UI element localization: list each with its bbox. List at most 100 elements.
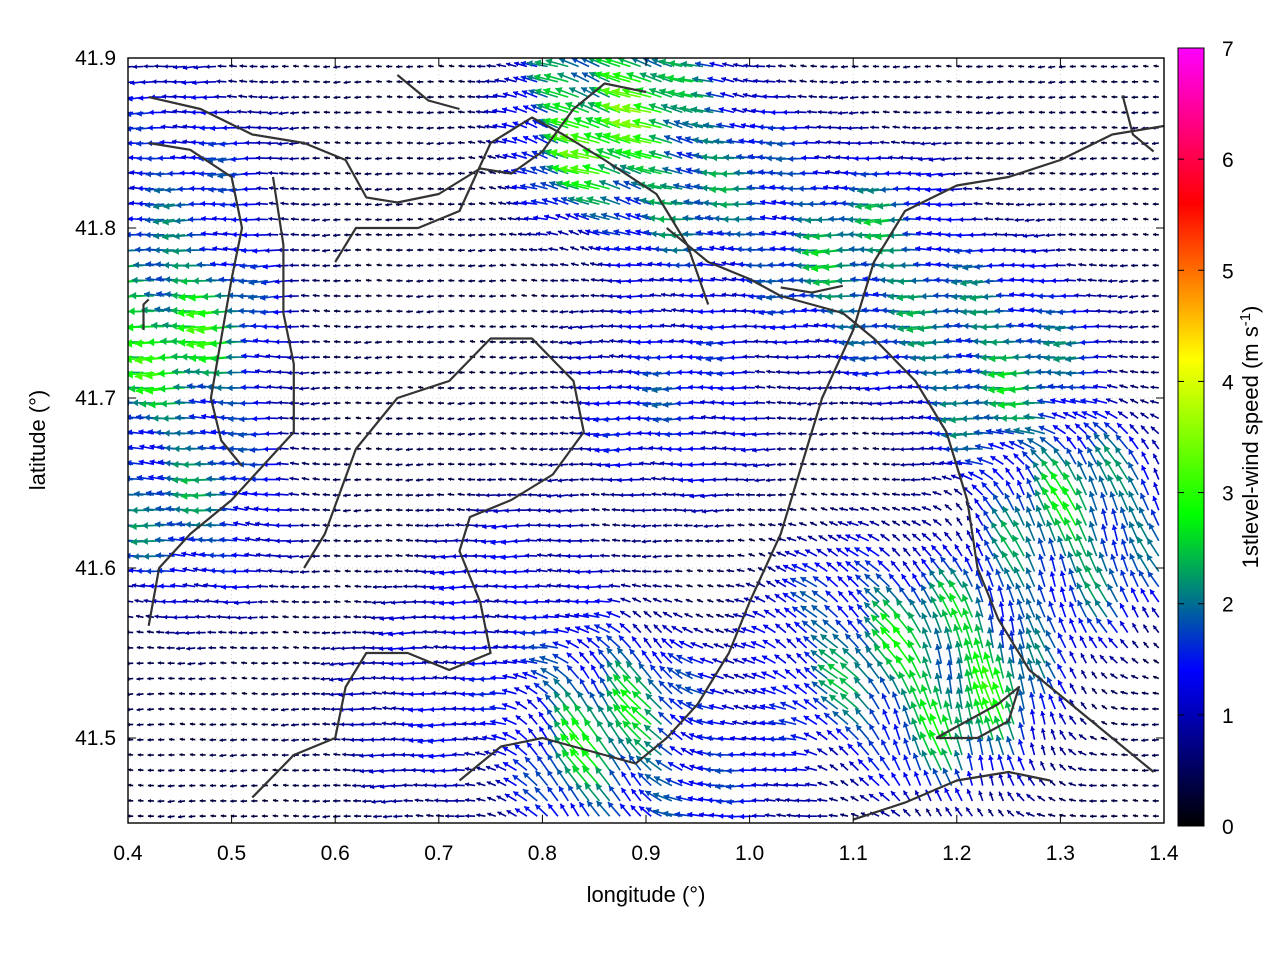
wind-arrow-head <box>376 431 380 436</box>
wind-arrow-head <box>396 340 400 344</box>
wind-arrow-head <box>457 462 462 467</box>
wind-arrow-head <box>167 661 171 666</box>
wind-arrow-head <box>266 140 271 146</box>
wind-arrow-head <box>475 94 480 99</box>
wind-arrow-head <box>437 171 441 176</box>
wind-arrow-head <box>631 523 635 529</box>
wind-arrow-head <box>370 645 375 651</box>
wind-arrow-head <box>427 416 431 420</box>
wind-arrow-head <box>282 630 286 634</box>
wind-arrow-head <box>396 355 400 359</box>
wind-arrow-head <box>354 340 358 345</box>
wind-arrow-head <box>273 309 279 315</box>
wind-arrow-head <box>246 124 251 130</box>
wind-arrow-head <box>226 369 233 376</box>
wind-arrow-head <box>606 675 614 683</box>
wind-arrow-head <box>605 462 611 469</box>
wind-arrow-head <box>253 400 258 406</box>
wind-arrow-head <box>219 552 225 559</box>
wind-arrow-head <box>416 110 420 115</box>
wind-arrow-head <box>147 692 151 696</box>
wind-arrow-head <box>282 645 286 650</box>
wind-arrow-head <box>168 536 174 542</box>
wind-arrow-head <box>239 79 243 84</box>
wind-arrow-head <box>282 615 286 619</box>
wind-arrow-head <box>157 814 161 819</box>
wind-arrow-head <box>141 79 146 85</box>
wind-arrow-head <box>447 171 451 176</box>
wind-arrow-head <box>396 523 400 527</box>
wind-arrow-head <box>428 202 432 206</box>
wind-arrow-head <box>354 171 358 176</box>
wind-arrow-head <box>579 461 583 467</box>
wind-arrow-head <box>504 508 509 514</box>
wind-arrow-head <box>241 661 245 665</box>
wind-arrow-head <box>266 125 271 131</box>
wind-arrow-head <box>478 264 482 268</box>
wind-arrow-head <box>128 125 132 132</box>
wind-arrow-head <box>128 737 131 742</box>
wind-arrow-head <box>301 446 305 451</box>
wind-arrow-head <box>379 752 384 758</box>
wind-arrow-head <box>249 308 255 315</box>
wind-arrow-head <box>312 584 316 589</box>
wind-arrow-head <box>396 324 400 329</box>
wind-arrow-head <box>130 522 137 531</box>
wind-arrow-head <box>222 246 228 252</box>
wind-arrow-head <box>154 246 160 254</box>
wind-arrow-head <box>129 169 135 176</box>
wind-arrow-head <box>276 476 281 482</box>
wind-arrow-head <box>509 386 513 391</box>
wind-arrow-head <box>353 614 357 619</box>
wind-arrow-head <box>275 491 280 497</box>
wind-arrow-head <box>188 536 194 543</box>
wind-arrow-head <box>172 94 177 100</box>
wind-arrow-head <box>388 661 394 667</box>
wind-arrow-head <box>494 629 499 634</box>
wind-arrow-head <box>301 202 305 207</box>
wind-arrow-head <box>365 477 369 482</box>
wind-arrow-head <box>333 752 337 757</box>
wind-arrow-head <box>406 294 410 299</box>
wind-arrow-head <box>625 430 631 437</box>
wind-arrow-head <box>604 400 610 407</box>
wind-arrow-head <box>448 340 452 344</box>
wind-arrow-head <box>230 799 234 803</box>
wind-arrow-head <box>469 339 473 344</box>
wind-arrow-head <box>311 523 316 528</box>
wind-arrow-head <box>457 401 462 406</box>
wind-arrow-head <box>191 551 197 557</box>
wind-arrow-head <box>323 278 327 283</box>
wind-arrow-shaft <box>128 615 134 619</box>
wind-arrow-head <box>406 432 410 436</box>
wind-arrow-head <box>355 232 359 237</box>
wind-arrow-head <box>144 354 153 364</box>
wind-arrow-head <box>340 646 345 651</box>
wind-arrow-head <box>301 461 306 466</box>
wind-arrow-head <box>378 631 384 637</box>
wind-arrow-head <box>191 80 197 86</box>
wind-arrow-head <box>155 552 162 559</box>
wind-arrow-head <box>426 813 430 818</box>
wind-arrow-head <box>334 171 338 175</box>
wind-arrow-head <box>133 261 139 269</box>
wind-arrow-head <box>301 125 305 130</box>
wind-arrow-head <box>171 139 177 145</box>
wind-arrow-head <box>128 354 132 364</box>
wind-arrow-head <box>338 692 343 698</box>
wind-arrow-head <box>477 140 482 144</box>
wind-arrow-head <box>407 401 411 405</box>
wind-arrow-head <box>228 445 234 452</box>
wind-arrow-head <box>178 768 182 773</box>
wind-arrow-head <box>312 324 317 328</box>
wind-arrow-head <box>199 814 203 818</box>
wind-arrow-head <box>261 753 265 757</box>
wind-arrow-head <box>422 629 427 635</box>
wind-arrow-head <box>619 492 624 498</box>
wind-arrow-head <box>369 737 374 743</box>
wind-arrow-head <box>241 353 247 359</box>
wind-arrow-head <box>128 459 132 466</box>
wind-arrow-head <box>290 110 294 116</box>
wind-arrow-head <box>170 306 178 315</box>
wind-arrow-head <box>353 524 358 528</box>
